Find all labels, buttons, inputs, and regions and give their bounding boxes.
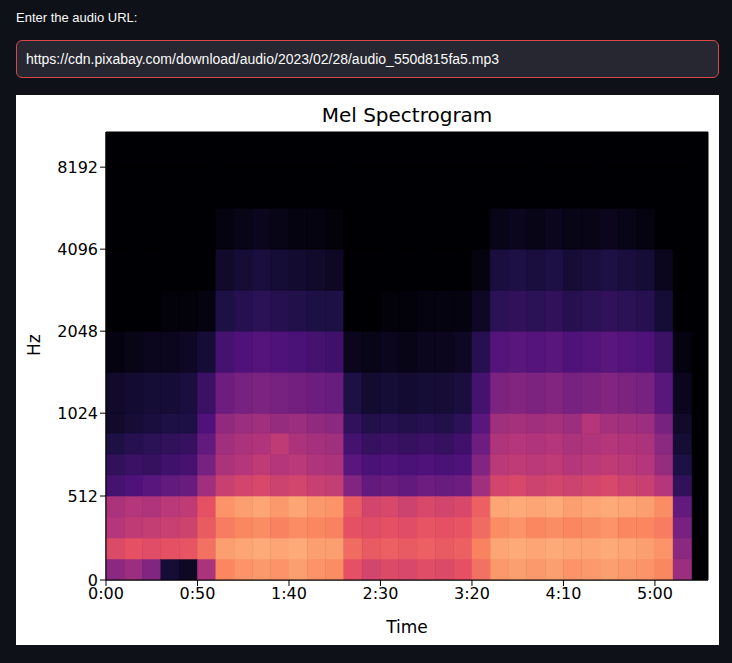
html-text:https://cdn.pixabay.com/downlo: https://cdn.pixabay.com/download/audio/2… bbox=[26, 51, 499, 67]
svg-text:8192: 8192 bbox=[57, 158, 98, 177]
svg-text:4:10: 4:10 bbox=[545, 584, 581, 603]
svg-text:5:00: 5:00 bbox=[637, 584, 673, 603]
svg-text:2:30: 2:30 bbox=[362, 584, 398, 603]
svg-text:0: 0 bbox=[88, 571, 98, 590]
svg-text:512: 512 bbox=[67, 487, 98, 506]
svg-text:1024: 1024 bbox=[57, 404, 98, 423]
svg-text:3:20: 3:20 bbox=[454, 584, 490, 603]
svg-text:Time: Time bbox=[385, 617, 428, 637]
svg-text:0:00: 0:00 bbox=[88, 584, 124, 604]
html-text:Mel Spectrogram: Mel Spectrogram bbox=[321, 103, 493, 127]
html-text:Enter the audio URL:: Enter the audio URL: bbox=[16, 10, 138, 25]
svg-text:1:40: 1:40 bbox=[271, 584, 307, 603]
svg-text:2048: 2048 bbox=[57, 322, 98, 341]
svg-text:Hz: Hz bbox=[24, 334, 44, 356]
svg-text:4096: 4096 bbox=[57, 240, 98, 259]
svg-text:0:50: 0:50 bbox=[180, 584, 216, 603]
